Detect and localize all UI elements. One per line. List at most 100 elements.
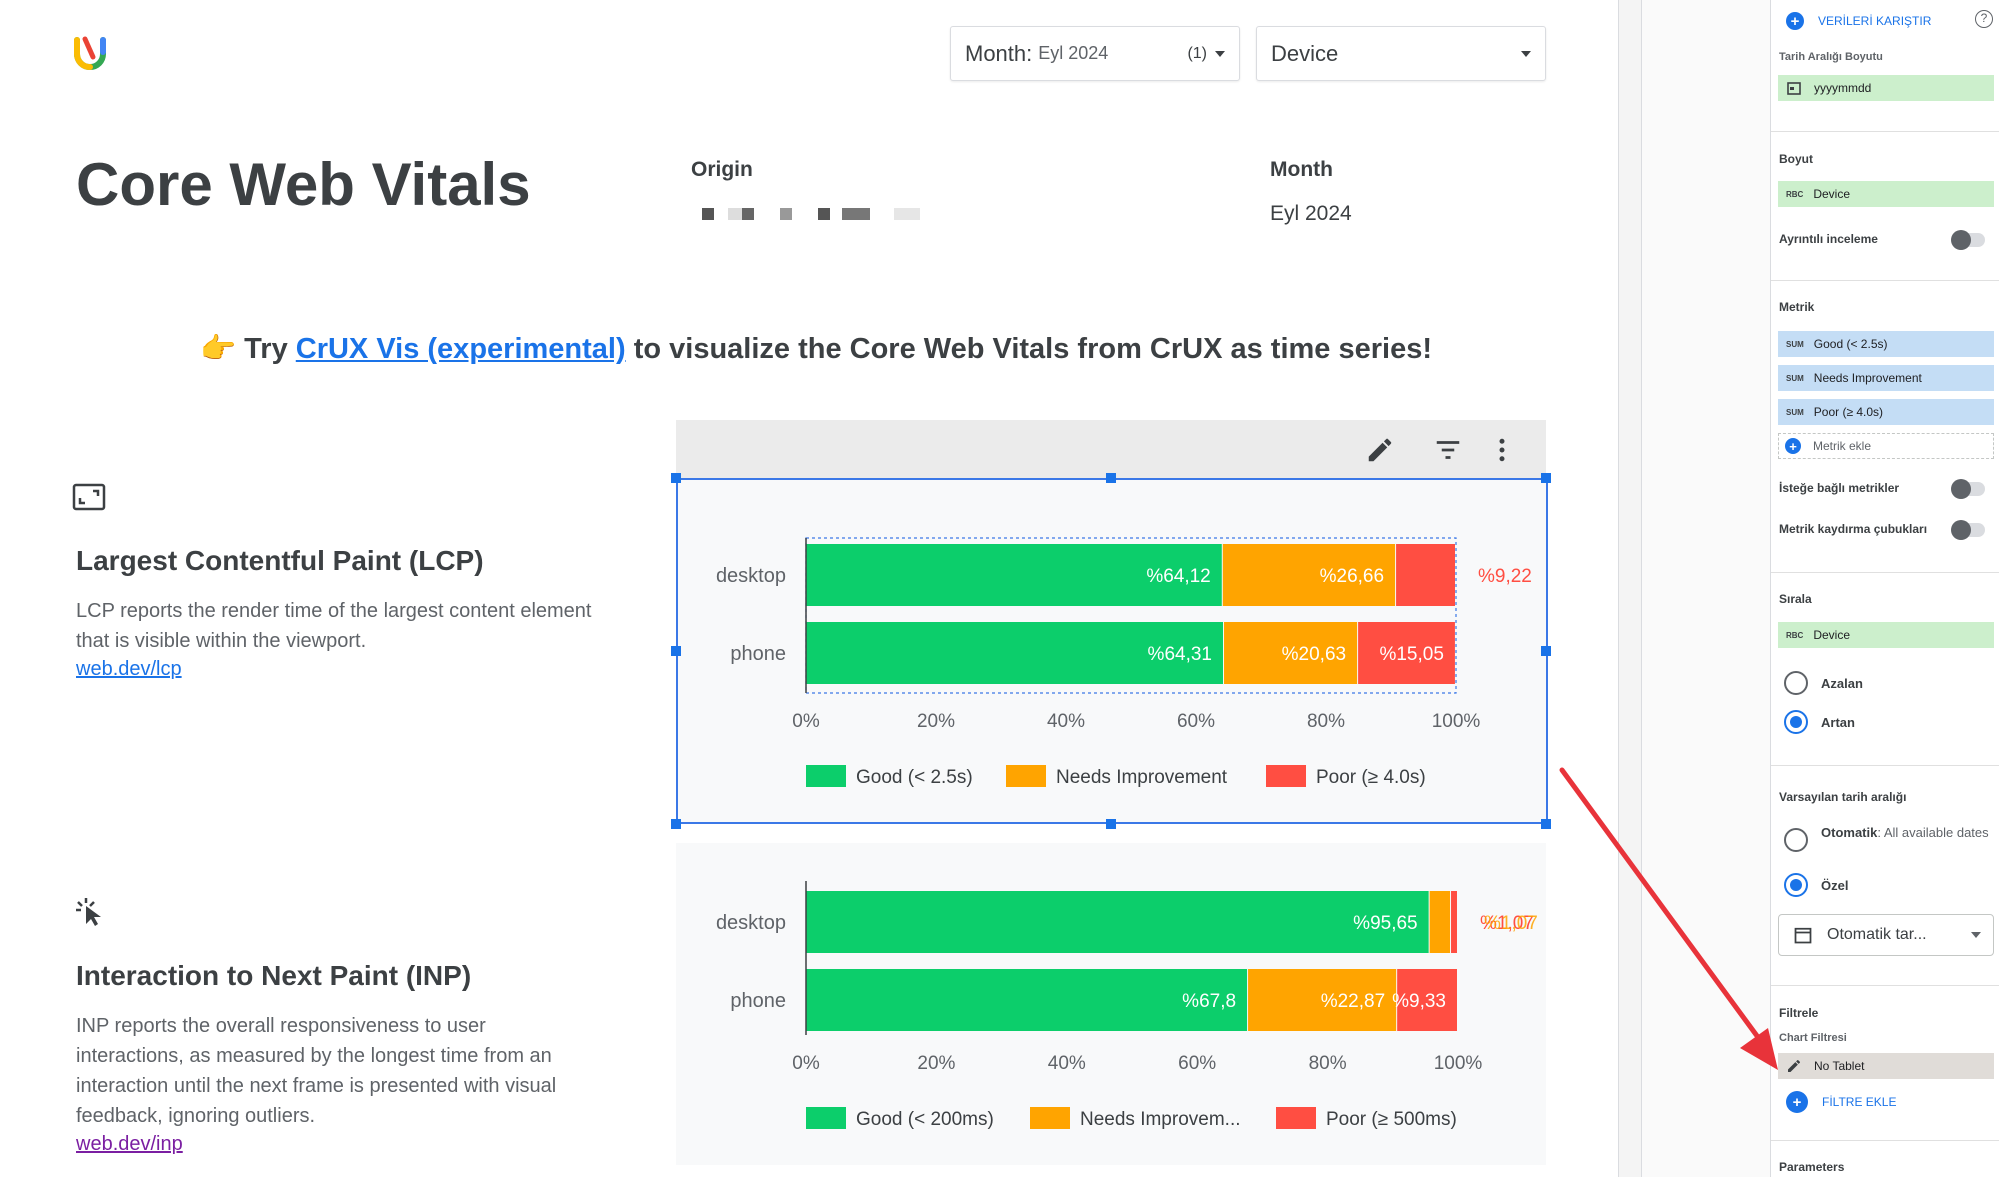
add-icon: + — [1786, 12, 1804, 30]
resize-handle[interactable] — [671, 473, 681, 483]
month-filter-label: Month: — [965, 40, 1033, 66]
sort-value: Device — [1813, 628, 1851, 642]
x-tick-label: 40% — [1048, 1053, 1086, 1074]
drilldown-toggle[interactable] — [1951, 230, 1985, 250]
bar-segment — [806, 544, 1222, 606]
metric-chip-poor[interactable]: SUM Poor (≥ 4.0s) — [1778, 399, 1994, 425]
lcp-chart[interactable]: desktop %64,12 %26,66 %9,22 phone %64,31 %20,6… — [676, 478, 1546, 823]
bar-segment — [806, 891, 1429, 953]
date-range-select[interactable]: Otomatik tar... — [1778, 914, 1994, 956]
x-tick-label: 20% — [917, 1053, 955, 1074]
add-metric-button[interactable]: + Metrik ekle — [1778, 433, 1994, 459]
edit-pencil-icon[interactable] — [1362, 432, 1398, 468]
optional-metrics-toggle[interactable] — [1951, 479, 1985, 499]
device-filter-control[interactable]: Device — [1256, 26, 1546, 81]
chart-toolbar — [676, 420, 1546, 480]
auto-date-radio[interactable] — [1784, 828, 1808, 852]
looker-studio-logo — [74, 36, 106, 70]
legend-swatch — [1276, 1107, 1316, 1129]
inp-description: INP reports the overall responsiveness t… — [76, 1015, 557, 1127]
filter-icon[interactable] — [1430, 432, 1466, 468]
bar-segment — [1396, 544, 1455, 606]
panel-divider[interactable] — [1618, 0, 1642, 1177]
lcp-description: LCP reports the render time of the large… — [76, 600, 592, 652]
chart-filter-label: Chart Filtresi — [1779, 1032, 1847, 1044]
metric-chip-needs-improvement[interactable]: SUM Needs Improvement — [1778, 365, 1994, 391]
sort-descending-radio[interactable] — [1784, 671, 1808, 695]
metric-sliders-toggle[interactable] — [1951, 520, 1985, 540]
drilldown-label: Ayrıntılı inceleme — [1779, 232, 1878, 246]
metric-chip-good[interactable]: SUM Good (< 2.5s) — [1778, 331, 1994, 357]
data-label: %95,65 — [1353, 913, 1417, 934]
date-range-select-value: Otomatik tar... — [1827, 926, 1927, 943]
bar-segment — [806, 969, 1248, 1031]
sort-section-label: Sırala — [1779, 592, 1812, 606]
category-label: phone — [730, 643, 786, 665]
sort-dimension-chip[interactable]: RBC Device — [1778, 622, 1994, 648]
edit-pencil-icon[interactable] — [1786, 1058, 1802, 1074]
legend-label: Good (< 200ms) — [856, 1109, 994, 1130]
resize-handle[interactable] — [1541, 646, 1551, 656]
metric-name: Needs Improvement — [1813, 371, 1922, 385]
add-filter-link[interactable]: + FİLTRE EKLE — [1786, 1091, 1896, 1113]
device-filter-label: Device — [1271, 40, 1339, 66]
x-tick-label: 0% — [792, 1053, 820, 1074]
sort-type-tag: RBC — [1786, 630, 1804, 640]
page-title: Core Web Vitals — [76, 151, 531, 218]
legend-label: Needs Improvem... — [1080, 1109, 1241, 1130]
help-icon[interactable]: ? — [1975, 10, 1993, 28]
chevron-down-icon — [1215, 50, 1225, 57]
lcp-frame-icon — [72, 483, 106, 511]
chart-filter-chip[interactable]: No Tablet — [1778, 1053, 1994, 1079]
x-tick-label: 40% — [1047, 711, 1085, 732]
data-label: %26,66 — [1320, 566, 1384, 587]
resize-handle[interactable] — [1106, 473, 1116, 483]
custom-date-radio[interactable] — [1784, 873, 1808, 897]
pointing-hand-icon: 👉 — [200, 333, 237, 365]
metric-name: Good (< 2.5s) — [1813, 337, 1888, 351]
bar-segment — [1222, 544, 1396, 606]
x-tick-label: 100% — [1432, 711, 1481, 732]
legend-label: Poor (≥ 500ms) — [1326, 1109, 1457, 1130]
bar-segment — [1248, 969, 1397, 1031]
dimension-section-label: Boyut — [1779, 152, 1813, 166]
resize-handle[interactable] — [671, 819, 681, 829]
chevron-down-icon — [1521, 50, 1531, 57]
add-metric-label: Metrik ekle — [1813, 439, 1872, 453]
resize-handle[interactable] — [1541, 473, 1551, 483]
properties-panel: + VERİLERİ KARIŞTIR ? Tarih Aralığı Boyu… — [1770, 0, 1999, 1177]
resize-handle[interactable] — [671, 646, 681, 656]
resize-handle[interactable] — [1541, 819, 1551, 829]
sort-ascending-label: Artan — [1821, 715, 1855, 730]
data-label: %22,87 — [1321, 991, 1385, 1012]
blend-data-label: VERİLERİ KARIŞTIR — [1818, 14, 1932, 28]
more-vert-icon[interactable] — [1484, 432, 1520, 468]
blend-data-link[interactable]: + VERİLERİ KARIŞTIR — [1786, 12, 1931, 30]
date-dimension-value: yyyymmdd — [1814, 81, 1872, 95]
lcp-link[interactable]: web.dev/lcp — [76, 658, 182, 680]
legend-swatch — [806, 765, 846, 787]
dimension-value: Device — [1813, 187, 1851, 201]
crux-vis-link[interactable]: CrUX Vis (experimental) — [295, 333, 626, 365]
date-range-dimension-chip[interactable]: yyyymmdd — [1778, 75, 1994, 101]
add-icon: + — [1785, 438, 1801, 454]
inp-link[interactable]: web.dev/inp — [76, 1133, 183, 1155]
month-filter-control[interactable]: Month: Eyl 2024 (1) — [950, 26, 1240, 81]
canvas-gutter — [1642, 0, 1770, 1177]
data-label: %67,8 — [1182, 991, 1236, 1012]
x-tick-label: 60% — [1178, 1053, 1216, 1074]
resize-handle[interactable] — [1106, 819, 1116, 829]
chevron-down-icon — [1971, 932, 1981, 938]
month-filter-value: Eyl 2024 — [1038, 43, 1109, 63]
dimension-chip[interactable]: RBC Device — [1778, 181, 1994, 207]
data-label: %9,22 — [1478, 566, 1532, 587]
inp-chart[interactable]: desktop %95,65 %1,07%1,07 phone %67,8 %22,87%… — [676, 843, 1546, 1165]
report-canvas: Month: Eyl 2024 (1) Device Core Web Vita… — [72, 26, 1551, 1165]
x-tick-label: 80% — [1307, 711, 1345, 732]
category-label: desktop — [716, 912, 786, 934]
category-label: desktop — [716, 565, 786, 587]
data-label: %20,63 — [1282, 644, 1346, 665]
sort-ascending-radio[interactable] — [1784, 710, 1808, 734]
x-tick-label: 60% — [1177, 711, 1215, 732]
filter-section-label: Filtrele — [1779, 1006, 1819, 1020]
